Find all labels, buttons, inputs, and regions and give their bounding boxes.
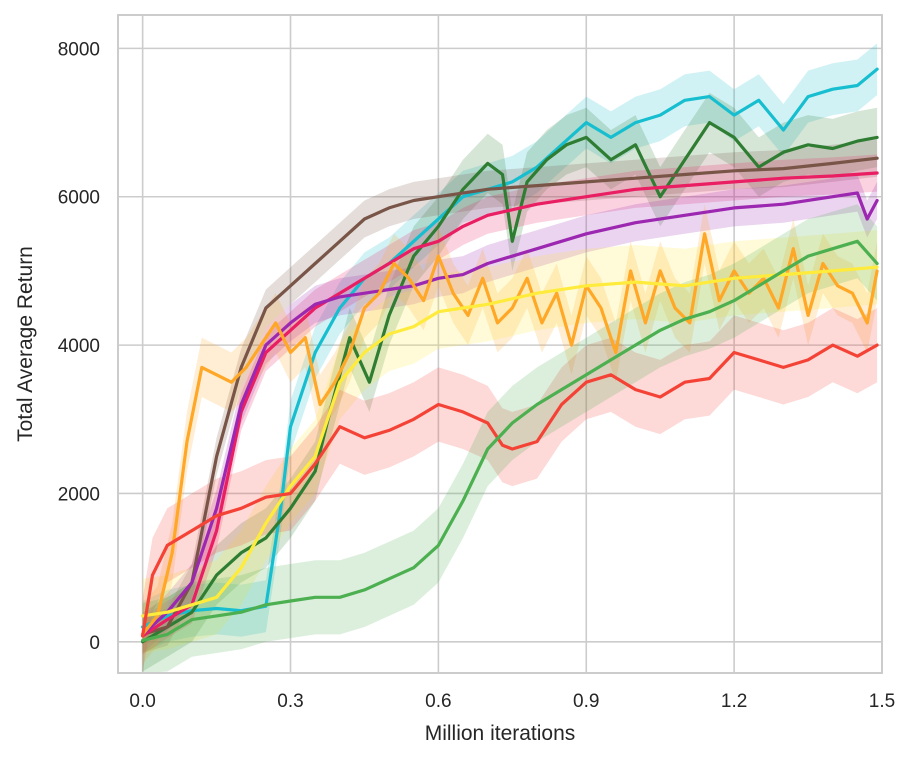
series-band-orange [142,204,878,665]
series-lines [141,67,879,644]
x-axis-label: Million iterations [425,722,576,745]
series-line-crimson [141,171,879,638]
series-line-cyan [141,67,879,629]
series-line-brown [141,156,879,637]
series-band-red [142,308,878,673]
series-line-green [141,239,879,643]
series-band-purple [142,174,878,653]
x-tick-label: 1.5 [869,691,895,712]
series-band-brown [142,139,878,654]
series-line-yellow [141,265,879,618]
y-tick-label: 4000 [58,336,100,357]
x-tick-label: 0.3 [277,691,303,712]
tick-labels: 0.0 0.3 0.6 0.9 1.2 1.5 0 2000 4000 6000 8000 [58,39,895,712]
y-tick-label: 8000 [58,39,100,60]
plot-frame [117,14,883,674]
y-tick-label: 0 [89,633,100,654]
series-band-green [142,204,878,673]
y-axis-label: Total Average Return [14,246,37,442]
series-line-orange [141,232,879,637]
x-tick-label: 0.9 [573,691,599,712]
x-tick-label: 1.2 [721,691,747,712]
x-tick-label: 0.0 [129,691,155,712]
series-line-darkgreen [141,120,879,644]
series-band-darkgreen [142,92,878,672]
series-line-red [141,343,879,638]
x-tick-label: 0.6 [425,691,451,712]
y-tick-label: 6000 [58,188,100,209]
series-line-purple [141,191,879,637]
confidence-bands [142,43,878,673]
y-tick-label: 2000 [58,484,100,505]
